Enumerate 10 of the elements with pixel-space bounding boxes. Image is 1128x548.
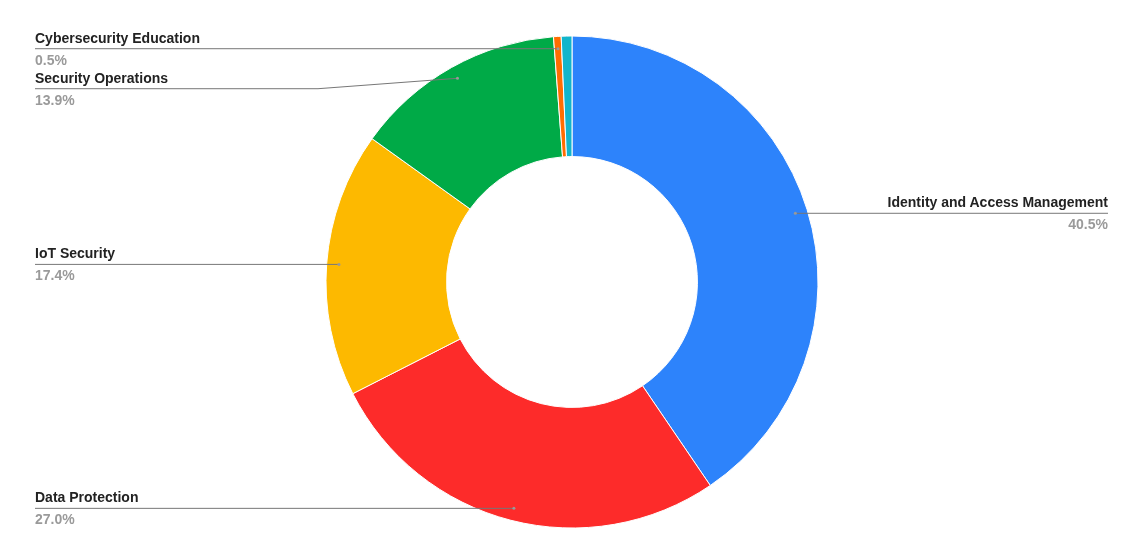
slice-label: IoT Security: [35, 245, 116, 262]
slice-label: Identity and Access Management: [887, 194, 1109, 211]
slice-label: Security Operations: [35, 69, 169, 86]
data-label: 40.5%: [1068, 216, 1109, 233]
data-label: 13.9%: [35, 91, 76, 108]
data-label: 0.5%: [35, 51, 68, 68]
slice-label: Cybersecurity Education: [35, 29, 200, 46]
data-label: 27.0%: [35, 511, 76, 528]
slice-label: Data Protection: [35, 489, 139, 506]
data-label: 17.4%: [35, 267, 76, 284]
